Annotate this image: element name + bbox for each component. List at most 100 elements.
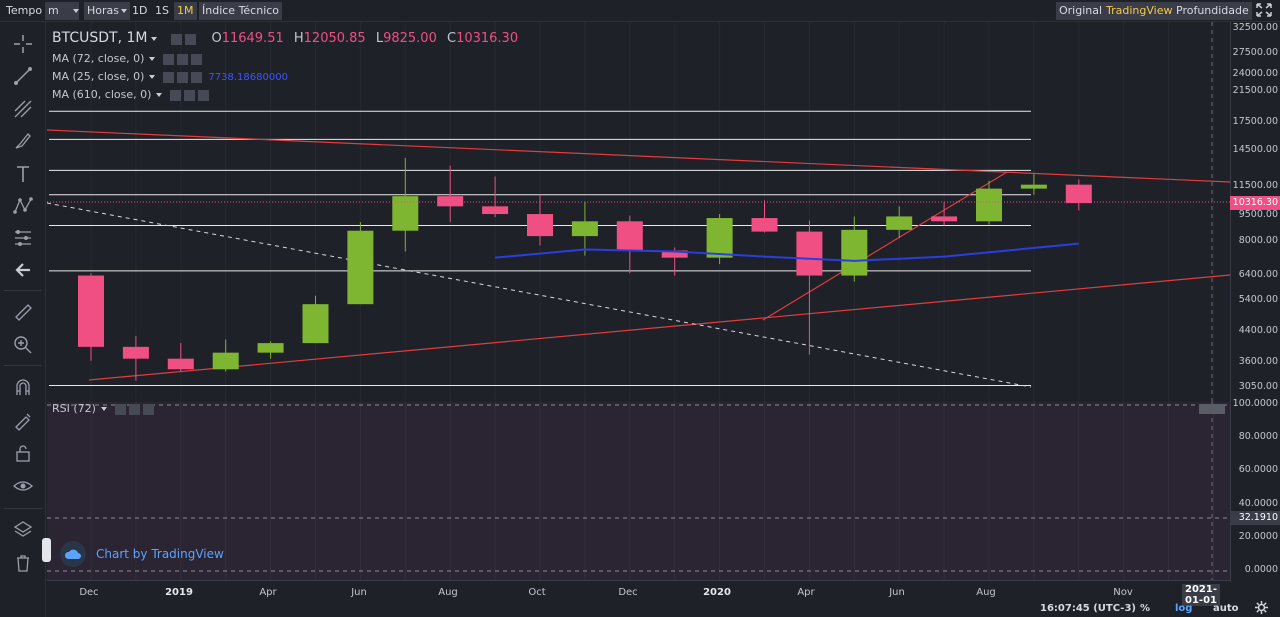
candle-body <box>347 230 374 305</box>
candle-body <box>78 275 104 347</box>
visibility-icon <box>128 403 140 415</box>
candle[interactable] <box>796 220 823 355</box>
low-value: 9825.00 <box>383 31 437 46</box>
rsi-tick: 100.0000 <box>1232 398 1278 409</box>
eye-icon[interactable] <box>9 472 37 500</box>
log-toggle[interactable]: log <box>1175 603 1193 614</box>
view-tradingview-button[interactable]: TradingView <box>1103 2 1176 20</box>
candle[interactable] <box>527 194 553 246</box>
candle[interactable] <box>751 200 778 233</box>
price-tick: 11500.00 <box>1232 179 1278 191</box>
support-trendline[interactable] <box>88 274 1230 381</box>
text-tool-icon[interactable] <box>9 160 37 188</box>
price-axis[interactable]: 32500.00 27500.00 24000.00 21500.00 17500.00… <box>1230 22 1280 582</box>
candle[interactable] <box>482 176 509 218</box>
time-axis[interactable]: Dec 2019 Apr Jun Aug Oct Dec 2020 Apr Jun Aug Nov 20… <box>47 580 1230 606</box>
clock: 16:07:45 (UTC-3) <box>1040 603 1136 614</box>
interval-1m-button[interactable]: 1M <box>174 2 197 20</box>
candle[interactable] <box>976 180 1002 225</box>
time-tick: Apr <box>259 587 277 598</box>
candle[interactable] <box>347 222 374 305</box>
fib-tool-icon[interactable] <box>9 95 37 123</box>
indicators-button[interactable]: Índice Técnico <box>199 2 283 20</box>
top-toolbar: Tempo m Horas 1D 1S 1M Índice Técnico Or… <box>0 0 1280 22</box>
price-tick: 14500.00 <box>1232 144 1278 156</box>
candles <box>78 157 1092 381</box>
trendline-icon[interactable] <box>9 62 37 90</box>
candle[interactable] <box>392 157 419 252</box>
ma25-legend[interactable]: MA (25, close, 0) 7738.18680000 <box>52 70 288 83</box>
rsi-value-tag: 32.1910 <box>1230 510 1280 525</box>
trash-icon[interactable] <box>9 549 37 577</box>
crosshair-icon[interactable] <box>9 30 37 58</box>
zoom-in-icon[interactable] <box>9 331 37 359</box>
candle-body <box>796 231 823 276</box>
rsi-legend[interactable]: RSI (72) <box>52 402 154 415</box>
rsi-pane[interactable] <box>47 402 1230 580</box>
close-icon <box>191 53 203 65</box>
pattern-icon[interactable] <box>9 192 37 220</box>
candle[interactable] <box>167 343 194 372</box>
rising-trendline[interactable] <box>762 171 1008 321</box>
candle[interactable] <box>257 341 284 359</box>
time-tick: Nov <box>1113 587 1133 598</box>
candle-body <box>1065 184 1092 204</box>
hours-dropdown[interactable]: Horas <box>84 2 130 20</box>
draw-lock-icon[interactable] <box>9 406 37 434</box>
gear-icon[interactable] <box>1255 601 1268 617</box>
interval-1w-button[interactable]: 1S <box>155 4 169 17</box>
dashed-trendline[interactable] <box>47 202 1032 388</box>
magnet-icon[interactable] <box>9 374 37 402</box>
candle[interactable] <box>1020 173 1047 195</box>
price-tick: 32500.00 <box>1232 22 1278 33</box>
rsi-pane-controls[interactable] <box>1199 404 1225 414</box>
back-arrow-icon[interactable] <box>9 256 37 284</box>
candle[interactable] <box>571 201 598 256</box>
fullscreen-icon[interactable] <box>1252 2 1276 20</box>
price-tick: 21500.00 <box>1232 84 1278 96</box>
ruler-icon[interactable] <box>9 298 37 326</box>
ma610-legend[interactable]: MA (610, close, 0) <box>52 88 210 101</box>
panel-toggle-handle[interactable] <box>42 538 51 562</box>
candle-body <box>527 214 553 237</box>
candle[interactable] <box>78 273 104 361</box>
candle[interactable] <box>886 206 913 238</box>
candle[interactable] <box>841 216 868 282</box>
candle[interactable] <box>1065 179 1092 211</box>
candle[interactable] <box>122 335 149 381</box>
candle-body <box>616 221 643 251</box>
symbol-legend: BTCUSDT, 1M O11649.51 H12050.85 L9825.00… <box>52 30 519 46</box>
prediction-icon[interactable] <box>9 224 37 252</box>
view-depth-button[interactable]: Profundidade <box>1173 2 1252 20</box>
time-tick: Jun <box>889 587 905 598</box>
price-chart[interactable] <box>47 22 1230 402</box>
candle[interactable] <box>302 295 329 344</box>
candle[interactable] <box>616 215 643 274</box>
time-tick: Jun <box>351 587 367 598</box>
time-tick: Dec <box>79 587 99 598</box>
view-original-button[interactable]: Original <box>1056 2 1106 20</box>
settings-icon[interactable] <box>170 33 182 45</box>
layers-icon[interactable] <box>9 516 37 544</box>
time-label: Tempo <box>6 4 43 17</box>
candle[interactable] <box>212 339 239 372</box>
interval-select[interactable]: m <box>45 2 79 20</box>
rsi-tick: 0.0000 <box>1244 564 1278 575</box>
resistance-trendline[interactable] <box>47 129 1230 183</box>
ma72-legend[interactable]: MA (72, close, 0) <box>52 52 203 65</box>
auto-toggle[interactable]: auto <box>1213 603 1239 614</box>
tradingview-watermark[interactable]: Chart by TradingView <box>60 541 224 567</box>
candle[interactable] <box>706 214 733 265</box>
candle-body <box>976 188 1002 222</box>
candle[interactable] <box>931 201 958 226</box>
symbol-name[interactable]: BTCUSDT, 1M <box>52 30 148 46</box>
candle[interactable] <box>437 165 464 223</box>
percent-toggle[interactable]: % <box>1140 603 1151 614</box>
brush-icon[interactable] <box>9 127 37 155</box>
candle-body <box>661 250 688 258</box>
interval-1d-button[interactable]: 1D <box>132 4 148 17</box>
lock-icon[interactable] <box>9 439 37 467</box>
visibility-icon[interactable] <box>184 33 196 45</box>
price-tick: 5400.00 <box>1238 294 1278 306</box>
